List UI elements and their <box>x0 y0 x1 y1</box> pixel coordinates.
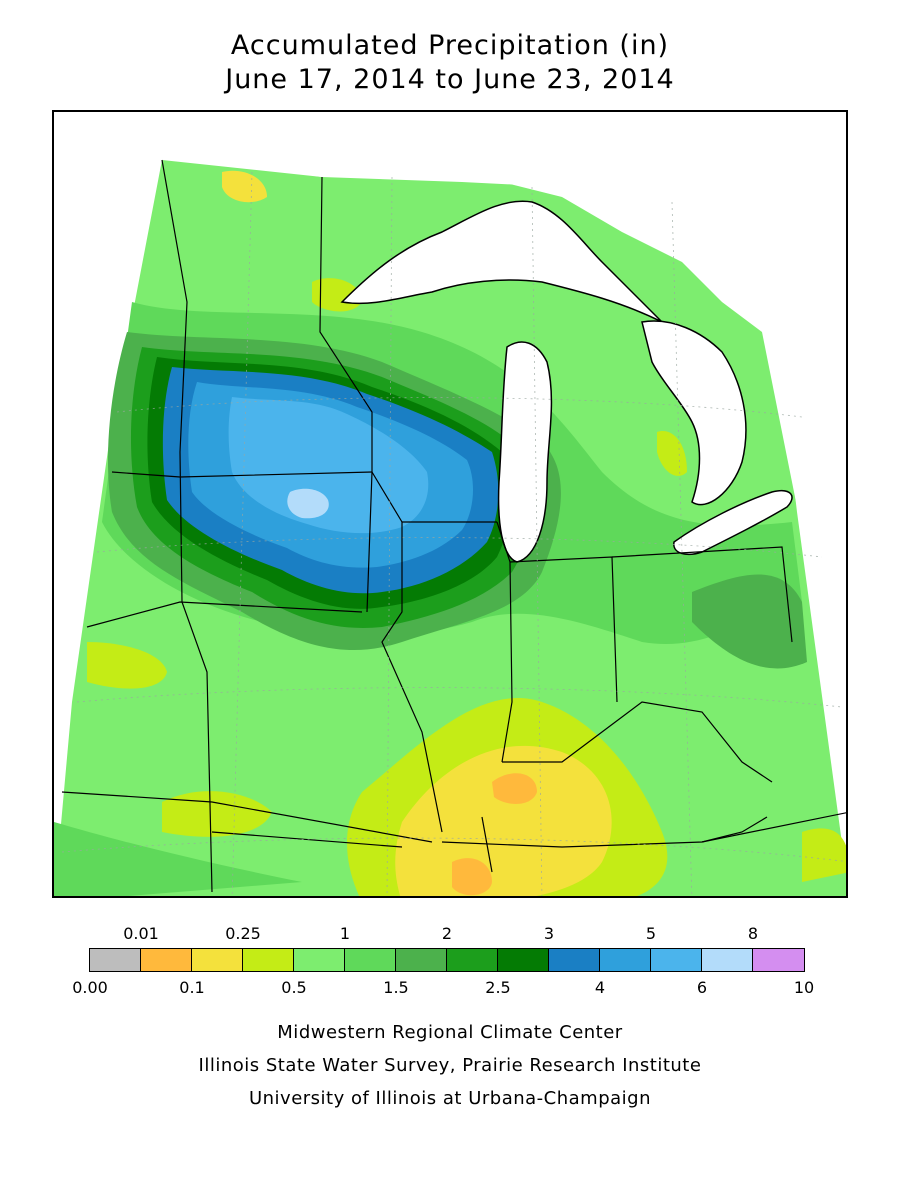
precip-zone-1.5-south <box>54 822 302 896</box>
legend-swatch <box>447 949 498 971</box>
lake-erie <box>673 490 793 555</box>
state-borders <box>61 159 846 893</box>
map-date-range: June 17, 2014 to June 23, 2014 <box>225 64 675 95</box>
map-frame <box>52 110 848 898</box>
precip-zone-0.5-west <box>87 642 167 689</box>
legend-swatch <box>141 949 192 971</box>
precip-zone-0.5-sw <box>162 791 272 837</box>
credit-line-1: Midwestern Regional Climate Center <box>277 1022 623 1043</box>
precip-zone-0.1 <box>452 858 492 896</box>
legend-swatch <box>549 949 600 971</box>
legend-label: 0.25 <box>225 924 261 943</box>
legend-swatch <box>345 949 396 971</box>
legend-swatch <box>90 949 141 971</box>
precip-zone-0.25 <box>395 745 612 896</box>
lake-superior <box>340 200 663 323</box>
color-legend: 0.01 0.25 1 2 3 5 8 0.00 0.1 0.5 1.5 2.5 4 6 10 <box>72 922 815 1002</box>
legend-swatch <box>192 949 243 971</box>
legend-label: 3 <box>543 924 555 943</box>
map-title: Accumulated Precipitation (in) <box>230 30 670 61</box>
legend-swatch <box>294 949 345 971</box>
legend-label: 2.5 <box>485 978 511 997</box>
legend-swatch <box>498 949 549 971</box>
canada-region <box>252 114 846 507</box>
graticule <box>61 171 846 896</box>
legend-label: 8 <box>747 924 759 943</box>
precip-zone-0.5-mi <box>657 431 687 476</box>
legend-swatch <box>651 949 702 971</box>
legend-swatch <box>753 949 804 971</box>
credit-line-3: University of Illinois at Urbana-Champai… <box>248 1088 652 1109</box>
legend-label: 0.1 <box>179 978 205 997</box>
legend-label: 10 <box>793 978 815 997</box>
lake-huron <box>641 320 747 506</box>
legend-label: 4 <box>594 978 606 997</box>
precip-zone-0.5-se <box>802 828 846 882</box>
legend-label: 1 <box>339 924 351 943</box>
precip-zone-1.5-east <box>692 574 807 669</box>
precipitation-map <box>54 114 846 896</box>
precip-zone-0.1-b <box>492 773 537 804</box>
legend-swatch <box>243 949 294 971</box>
credit-line-2: Illinois State Water Survey, Prairie Res… <box>198 1055 702 1076</box>
lake-michigan <box>497 341 553 563</box>
legend-label: 2 <box>441 924 453 943</box>
legend-label: 0.01 <box>123 924 159 943</box>
legend-swatch <box>702 949 753 971</box>
legend-label: 1.5 <box>383 978 409 997</box>
legend-swatch <box>396 949 447 971</box>
legend-label: 0.00 <box>72 978 108 997</box>
precip-zone-8 <box>287 488 329 519</box>
legend-label: 0.5 <box>281 978 307 997</box>
legend-label: 5 <box>645 924 657 943</box>
precip-zone-0.5-ne <box>222 170 267 203</box>
legend-label: 6 <box>696 978 708 997</box>
legend-color-bar <box>89 948 805 972</box>
precip-zone-6 <box>228 397 429 534</box>
legend-swatch <box>600 949 651 971</box>
